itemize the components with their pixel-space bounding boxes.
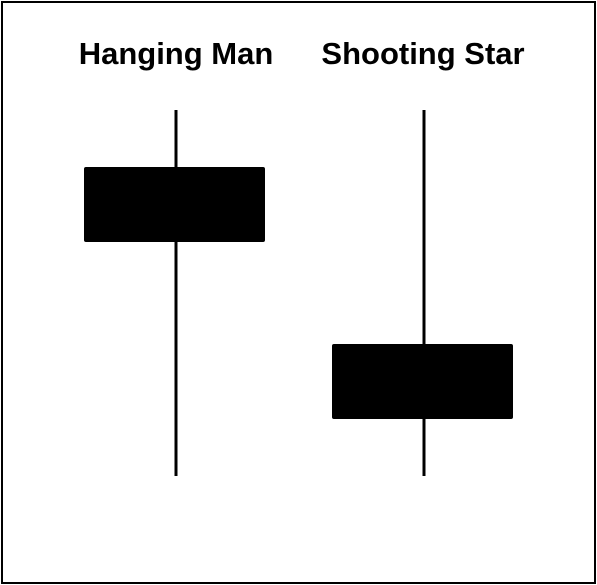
shooting-star-candle <box>332 110 513 476</box>
hanging-man-candle <box>84 110 265 476</box>
shooting-star-body <box>332 344 513 419</box>
shooting-star-title: Shooting Star <box>321 36 525 71</box>
hanging-man-body <box>84 167 265 242</box>
hanging-man-title: Hanging Man <box>78 36 274 71</box>
